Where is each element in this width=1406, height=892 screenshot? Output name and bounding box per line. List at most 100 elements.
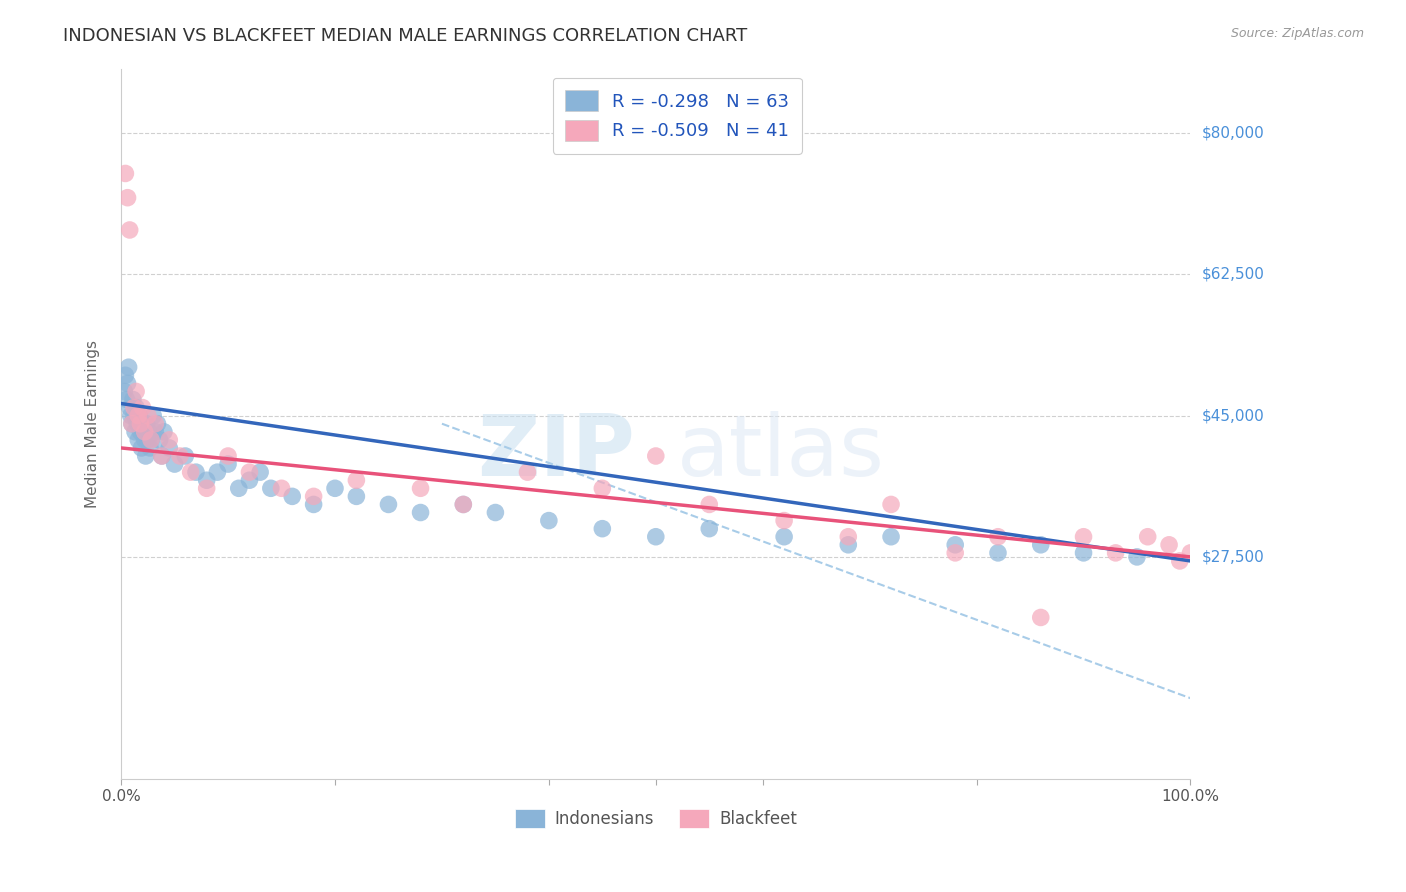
Point [773,530,796,544]
Point [134,425,156,439]
Point [114,368,136,383]
Y-axis label: Median Male Earnings: Median Male Earnings [86,340,100,508]
Point [125,384,148,399]
Point [157,441,180,455]
Text: $80,000: $80,000 [1202,126,1264,141]
Text: $62,500: $62,500 [1202,267,1264,282]
Point [127,417,149,431]
Point [117,360,139,375]
Point [195,473,218,487]
Text: $45,000: $45,000 [1202,409,1264,423]
Point [184,465,207,479]
Point [125,401,148,415]
Point [697,498,720,512]
Point [117,191,139,205]
Point [139,441,162,455]
Point [114,166,136,180]
Point [1073,530,1095,544]
Text: INDONESIAN VS BLACKFEET MEDIAN MALE EARNINGS CORRELATION CHART: INDONESIAN VS BLACKFEET MEDIAN MALE EARN… [63,27,748,45]
Point [697,522,720,536]
Text: atlas: atlas [678,410,886,493]
Point [120,409,142,423]
Point [409,506,432,520]
Point [302,489,325,503]
Point [217,457,239,471]
Point [249,465,271,479]
Point [135,449,157,463]
Point [136,433,159,447]
Point [1126,549,1149,564]
Point [1029,538,1052,552]
Text: ZIP: ZIP [477,410,634,493]
Point [118,223,141,237]
Point [143,417,166,431]
Point [323,481,346,495]
Point [146,417,169,431]
Legend: Indonesians, Blackfeet: Indonesians, Blackfeet [508,802,804,835]
Point [409,481,432,495]
Point [122,392,145,407]
Point [131,441,153,455]
Point [773,514,796,528]
Point [163,457,186,471]
Point [139,433,162,447]
Point [139,433,162,447]
Point [118,401,141,415]
Point [129,425,152,439]
Point [157,433,180,447]
Point [880,498,903,512]
Point [131,401,153,415]
Point [238,465,260,479]
Point [644,530,666,544]
Point [180,465,202,479]
Point [344,473,367,487]
Point [880,530,903,544]
Point [281,489,304,503]
Point [117,376,139,391]
Point [344,489,367,503]
Point [987,546,1010,560]
Point [217,449,239,463]
Point [124,425,146,439]
Point [153,425,176,439]
Point [591,481,613,495]
Point [1136,530,1159,544]
Point [128,409,150,423]
Point [516,465,538,479]
Point [943,538,966,552]
Point [591,522,613,536]
Point [837,538,859,552]
Point [537,514,560,528]
Point [169,449,191,463]
Point [174,449,197,463]
Point [122,401,145,415]
Point [228,481,250,495]
Point [260,481,283,495]
Point [644,449,666,463]
Point [1180,546,1202,560]
Point [112,384,135,399]
Point [943,546,966,560]
Point [1157,538,1180,552]
Point [1029,610,1052,624]
Point [837,530,859,544]
Point [122,409,145,423]
Point [143,425,166,439]
Point [121,417,143,431]
Point [150,449,173,463]
Point [453,498,475,512]
Point [270,481,292,495]
Point [135,417,157,431]
Point [302,498,325,512]
Point [149,433,172,447]
Point [127,409,149,423]
Point [987,530,1010,544]
Point [127,433,149,447]
Point [142,409,165,423]
Point [453,498,475,512]
Point [129,417,152,431]
Point [1168,554,1191,568]
Point [484,506,506,520]
Point [1104,546,1126,560]
Point [150,449,173,463]
